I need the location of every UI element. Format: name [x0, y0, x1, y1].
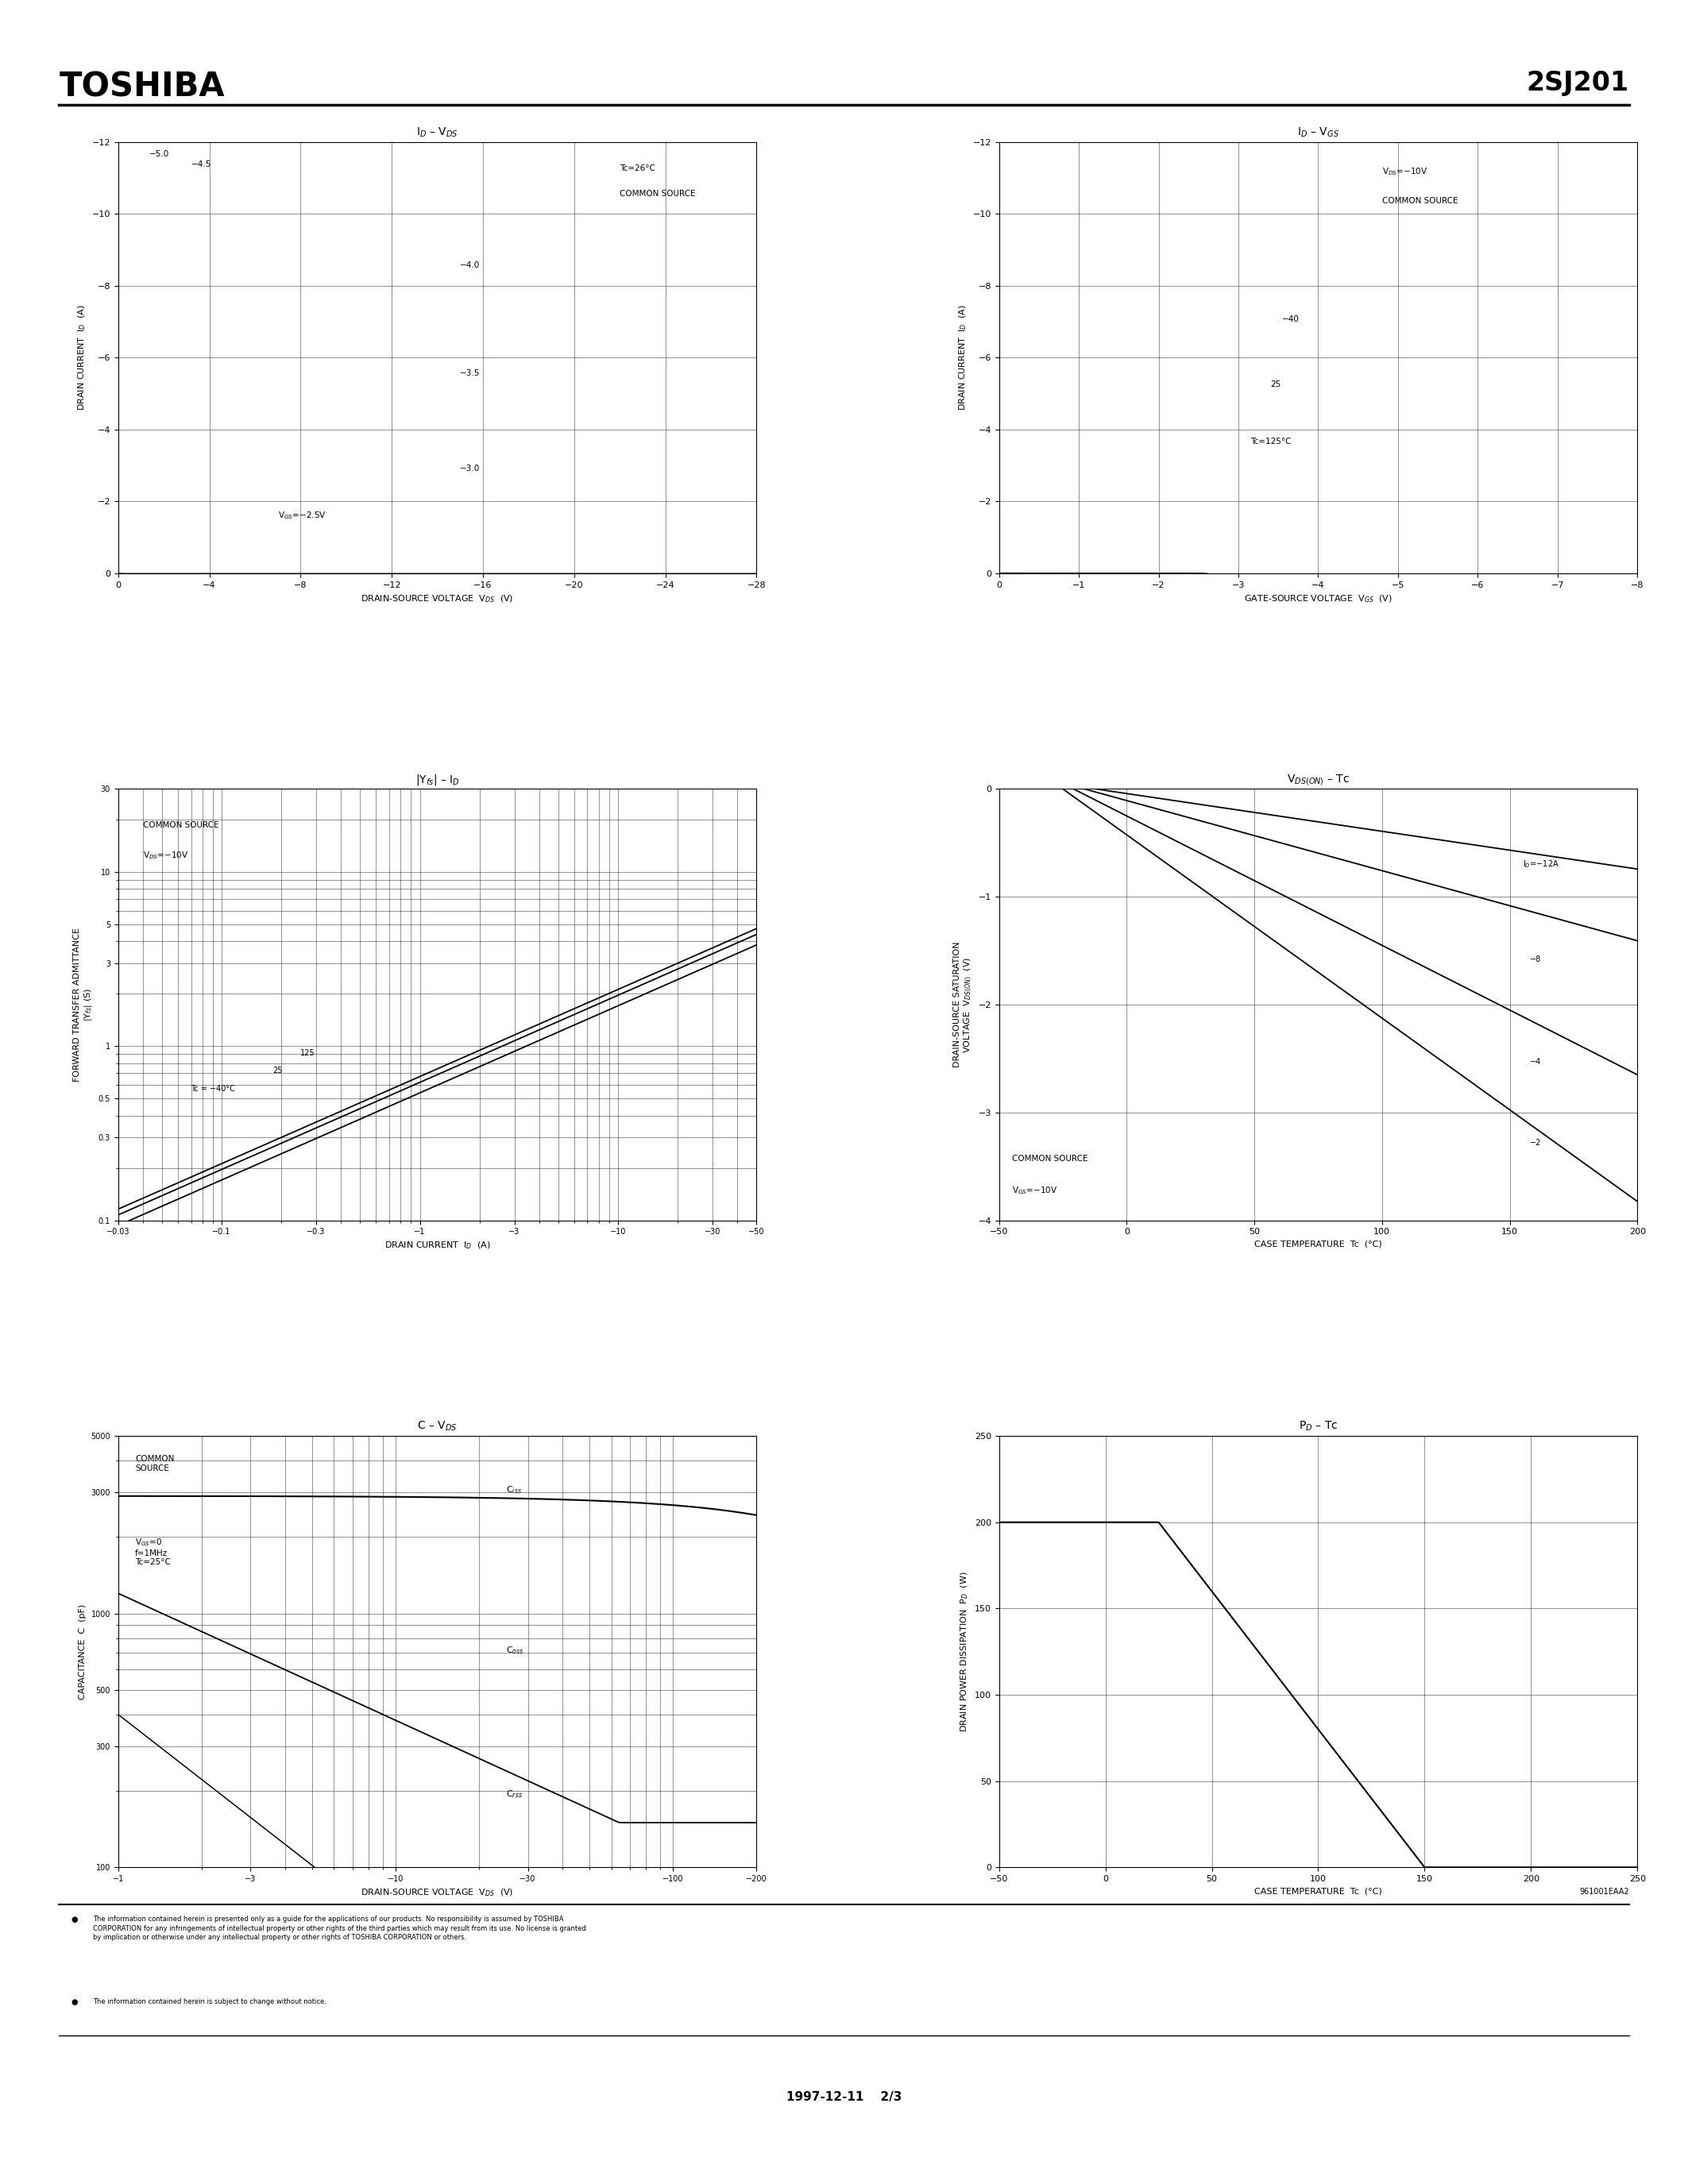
Text: I$_D$=−12A: I$_D$=−12A [1523, 858, 1560, 869]
Text: −4.5: −4.5 [191, 162, 211, 168]
Text: ●: ● [71, 1915, 78, 1924]
X-axis label: GATE-SOURCE VOLTAGE  V$_{GS}$  (V): GATE-SOURCE VOLTAGE V$_{GS}$ (V) [1244, 594, 1393, 605]
Text: COMMON SOURCE: COMMON SOURCE [619, 190, 695, 197]
Text: V$_{GS}$=0
f=1MHz
Tc=25°C: V$_{GS}$=0 f=1MHz Tc=25°C [135, 1538, 170, 1566]
X-axis label: CASE TEMPERATURE  Tc  (°C): CASE TEMPERATURE Tc (°C) [1254, 1887, 1382, 1896]
Text: −8: −8 [1529, 954, 1541, 963]
Text: V$_{GS}$=−10V: V$_{GS}$=−10V [1011, 1186, 1057, 1197]
Text: Tc=125°C: Tc=125°C [1251, 437, 1291, 446]
Text: COMMON SOURCE: COMMON SOURCE [1011, 1155, 1087, 1162]
X-axis label: DRAIN-SOURCE VOLTAGE  V$_{DS}$  (V): DRAIN-SOURCE VOLTAGE V$_{DS}$ (V) [361, 1887, 513, 1898]
Text: 25: 25 [272, 1066, 282, 1075]
Title: |Y$_{fs}$| – I$_D$: |Y$_{fs}$| – I$_D$ [415, 773, 459, 786]
Text: C$_{oss}$: C$_{oss}$ [506, 1645, 523, 1655]
Text: −40: −40 [1283, 314, 1300, 323]
Text: The information contained herein is subject to change without notice.: The information contained herein is subj… [93, 1998, 326, 2005]
Y-axis label: DRAIN POWER DISSIPATION  P$_D$  (W): DRAIN POWER DISSIPATION P$_D$ (W) [959, 1570, 971, 1732]
Text: −3.5: −3.5 [461, 369, 481, 378]
Text: −4.0: −4.0 [461, 262, 479, 269]
Y-axis label: FORWARD TRANSFER ADMITTANCE
|Y$_{fs}$| (S): FORWARD TRANSFER ADMITTANCE |Y$_{fs}$| (… [73, 928, 95, 1081]
Text: V$_{GS}$=−2.5V: V$_{GS}$=−2.5V [279, 509, 326, 520]
Text: 2SJ201: 2SJ201 [1526, 70, 1629, 96]
Text: −2: −2 [1529, 1138, 1541, 1147]
Text: −4: −4 [1529, 1057, 1541, 1066]
Text: TOSHIBA: TOSHIBA [59, 70, 225, 103]
X-axis label: CASE TEMPERATURE  Tc  (°C): CASE TEMPERATURE Tc (°C) [1254, 1241, 1382, 1249]
Y-axis label: DRAIN CURRENT  I$_D$  (A): DRAIN CURRENT I$_D$ (A) [957, 304, 969, 411]
Text: Tc = −40°C: Tc = −40°C [191, 1085, 235, 1092]
Text: C$_{iss}$: C$_{iss}$ [506, 1485, 522, 1496]
Y-axis label: DRAIN CURRENT  I$_D$  (A): DRAIN CURRENT I$_D$ (A) [76, 304, 88, 411]
Text: ●: ● [71, 1998, 78, 2007]
Text: COMMON
SOURCE: COMMON SOURCE [135, 1455, 174, 1472]
Title: I$_D$ – V$_{GS}$: I$_D$ – V$_{GS}$ [1296, 127, 1339, 140]
Text: COMMON SOURCE: COMMON SOURCE [1382, 197, 1458, 205]
Title: V$_{DS(ON)}$ – Tc: V$_{DS(ON)}$ – Tc [1286, 773, 1350, 786]
Text: 25: 25 [1271, 380, 1281, 389]
Title: I$_D$ – V$_{DS}$: I$_D$ – V$_{DS}$ [417, 127, 459, 140]
Text: COMMON SOURCE: COMMON SOURCE [143, 821, 219, 830]
X-axis label: DRAIN-SOURCE VOLTAGE  V$_{DS}$  (V): DRAIN-SOURCE VOLTAGE V$_{DS}$ (V) [361, 594, 513, 605]
Text: The information contained herein is presented only as a guide for the applicatio: The information contained herein is pres… [93, 1915, 586, 1942]
Text: 125: 125 [300, 1051, 316, 1057]
Text: −3.0: −3.0 [461, 465, 479, 472]
Text: 961001EAA2: 961001EAA2 [1580, 1887, 1629, 1896]
Title: C – V$_{DS}$: C – V$_{DS}$ [417, 1420, 457, 1433]
Text: Tc=26°C: Tc=26°C [619, 164, 655, 173]
Text: V$_{DS}$=−10V: V$_{DS}$=−10V [143, 850, 189, 860]
Text: V$_{DS}$=−10V: V$_{DS}$=−10V [1382, 166, 1428, 177]
Y-axis label: DRAIN-SOURCE SATURATION
VOLTAGE  V$_{DS(ON)}$  (V): DRAIN-SOURCE SATURATION VOLTAGE V$_{DS(O… [954, 941, 974, 1068]
Y-axis label: CAPACITANCE  C  (pF): CAPACITANCE C (pF) [79, 1603, 86, 1699]
Text: C$_{rss}$: C$_{rss}$ [506, 1789, 523, 1800]
X-axis label: DRAIN CURRENT  I$_D$  (A): DRAIN CURRENT I$_D$ (A) [385, 1241, 490, 1251]
Text: 1997-12-11    2/3: 1997-12-11 2/3 [787, 2090, 901, 2103]
Text: −5.0: −5.0 [149, 151, 169, 157]
Title: P$_D$ – Tc: P$_D$ – Tc [1298, 1420, 1339, 1433]
